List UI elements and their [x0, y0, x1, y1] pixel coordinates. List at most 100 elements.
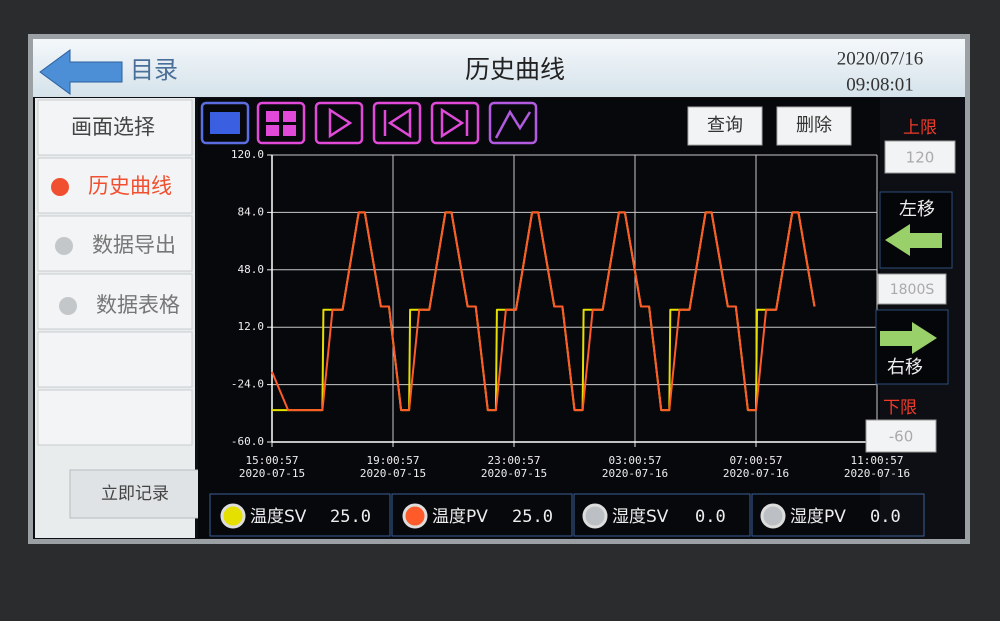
- x-tick-label: 23:00:57: [488, 454, 541, 467]
- span-value: 1800S: [890, 282, 935, 298]
- tool-icon: [266, 111, 296, 136]
- lower-value: -60: [889, 428, 914, 446]
- legend-name: 湿度SV: [612, 507, 669, 527]
- x-tick-label: 2020-07-16: [723, 467, 789, 480]
- span-input[interactable]: [877, 273, 947, 305]
- x-tick-label: 15:00:57: [246, 454, 299, 467]
- tool-icon: [328, 107, 353, 139]
- screen-title: 历史曲线: [465, 55, 565, 84]
- menu-item[interactable]: 历史曲线: [37, 157, 193, 214]
- button-face: [879, 191, 953, 269]
- x-tick-label: 19:00:57: [367, 454, 420, 467]
- tool-button[interactable]: [256, 101, 306, 145]
- tool-icon: [494, 109, 532, 139]
- record-button[interactable]: 立即记录: [69, 469, 201, 519]
- x-tick-label: 03:00:57: [609, 454, 662, 467]
- tool-frame: [488, 101, 538, 145]
- menu-dot: [59, 297, 77, 315]
- chart-panel: [198, 98, 880, 538]
- legend-cell: [751, 493, 925, 537]
- upper-label: 上限: [903, 118, 937, 138]
- tool-button[interactable]: [372, 101, 422, 145]
- time: 09:08:01: [846, 74, 914, 95]
- upper-input[interactable]: [884, 140, 956, 174]
- series-line: [271, 211, 816, 412]
- legend-reading: 0.0: [695, 507, 726, 527]
- tool-icon: [440, 107, 469, 139]
- legend-reading: 25.0: [330, 507, 371, 527]
- tool-frame: [372, 101, 422, 145]
- x-tick-label: 2020-07-16: [602, 467, 668, 480]
- legend-swatch: [220, 503, 246, 529]
- lower-label: 下限: [883, 398, 917, 418]
- y-tick-label: -24.0: [231, 378, 264, 391]
- tool-icon: [210, 112, 240, 134]
- x-tick-label: 2020-07-16: [844, 467, 910, 480]
- tool-frame: [200, 101, 250, 145]
- y-tick-label: -60.0: [231, 435, 264, 448]
- legend-reading: 25.0: [512, 507, 553, 527]
- header: [33, 39, 965, 97]
- menu-label: 数据导出: [92, 233, 176, 257]
- date: 2020/07/16: [837, 48, 924, 69]
- menu-item[interactable]: 画面选择: [37, 99, 193, 156]
- arrow-icon: [880, 322, 937, 354]
- legend-cell: [209, 493, 391, 537]
- button-face: [776, 106, 852, 146]
- button-label: 右移: [887, 357, 923, 378]
- y-tick-label: 84.0: [238, 205, 265, 218]
- y-tick-label: 120.0: [231, 148, 264, 161]
- legend-name: 温度PV: [432, 507, 488, 527]
- menu-cell: [37, 99, 193, 156]
- back-arrow: [39, 49, 123, 95]
- legend-name: 湿度PV: [790, 507, 846, 527]
- x-tick-label: 2020-07-15: [360, 467, 426, 480]
- legend: 温度SV 25.0 温度PV 25.0 湿度SV 0.0 湿度PV 0.0: [209, 493, 925, 537]
- x-tick-label: 2020-07-15: [239, 467, 305, 480]
- tool-button[interactable]: [488, 101, 538, 145]
- query-button[interactable]: 查询: [687, 106, 763, 146]
- x-tick-label: 07:00:57: [730, 454, 783, 467]
- legend-cell: [391, 493, 573, 537]
- y-tick-label: 12.0: [238, 320, 265, 333]
- menu-item[interactable]: 数据导出: [37, 215, 193, 272]
- tool-button[interactable]: [314, 101, 364, 145]
- legend-swatch: [760, 503, 786, 529]
- legend-swatch: [582, 503, 608, 529]
- arrow-icon: [885, 224, 942, 256]
- menu-dot: [51, 178, 69, 196]
- delete-button[interactable]: 删除: [776, 106, 852, 146]
- tool-button[interactable]: [430, 101, 480, 145]
- back-button[interactable]: 目录: [39, 49, 178, 95]
- upper-value: 120: [906, 149, 935, 167]
- legend-reading: 0.0: [870, 507, 901, 527]
- button-face: [687, 106, 763, 146]
- tool-frame: [430, 101, 480, 145]
- legend-cell: [573, 493, 751, 537]
- menu-label: 历史曲线: [88, 174, 172, 198]
- legend-name: 温度SV: [250, 507, 307, 527]
- button-label: 左移: [899, 199, 935, 220]
- toolbar: [200, 101, 538, 145]
- tool-frame: [256, 101, 306, 145]
- menu-item[interactable]: 数据表格: [37, 273, 193, 330]
- tool-button[interactable]: [200, 101, 250, 145]
- button-label: 删除: [796, 115, 832, 136]
- plot: -60.0-24.012.048.084.0120.015:00:572020-…: [231, 148, 910, 480]
- button-label: 查询: [707, 115, 743, 136]
- x-tick-label: 11:00:57: [851, 454, 904, 467]
- menu-cell: [37, 331, 193, 388]
- shift-right[interactable]: 右移: [875, 309, 949, 385]
- menu-label: 画面选择: [71, 115, 155, 139]
- tool-icon: [383, 107, 412, 139]
- menu-cell: [37, 389, 193, 446]
- x-tick-label: 2020-07-15: [481, 467, 547, 480]
- legend-swatch: [402, 503, 428, 529]
- tool-frame: [314, 101, 364, 145]
- shift-left[interactable]: 左移: [879, 191, 953, 269]
- y-tick-label: 48.0: [238, 263, 265, 276]
- lower-input[interactable]: [865, 419, 937, 453]
- back-label: 目录: [130, 56, 178, 84]
